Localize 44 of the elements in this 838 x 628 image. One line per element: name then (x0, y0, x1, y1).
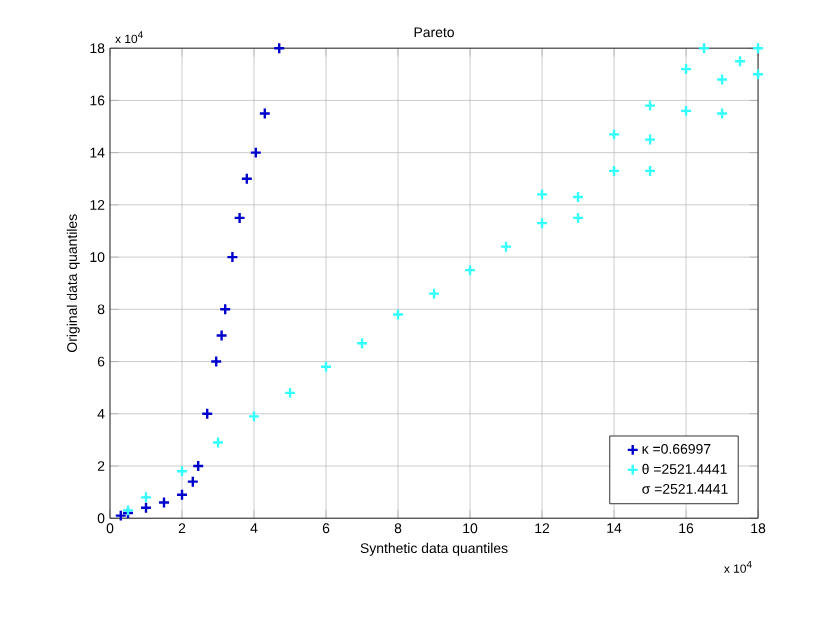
point (273, 41, 286, 55)
point (258, 107, 271, 120)
point (157, 496, 171, 509)
point (427, 287, 441, 300)
point (192, 459, 205, 473)
point (355, 336, 369, 350)
point (751, 68, 765, 81)
point (233, 211, 246, 225)
point (240, 172, 253, 185)
point (226, 250, 239, 264)
point (139, 501, 153, 514)
point (535, 188, 549, 201)
point (571, 190, 585, 204)
point (499, 240, 513, 253)
point (679, 104, 693, 117)
point (535, 216, 549, 230)
point (697, 41, 711, 55)
point (715, 107, 729, 120)
point (114, 509, 127, 522)
point (283, 386, 297, 399)
point (175, 464, 189, 478)
point (391, 308, 405, 321)
point (139, 491, 153, 504)
point (643, 133, 657, 146)
point (751, 41, 765, 55)
point (201, 407, 214, 420)
point (175, 488, 189, 501)
point (643, 164, 657, 178)
point (715, 73, 729, 86)
point (186, 475, 199, 488)
point (219, 303, 232, 316)
point (679, 62, 693, 76)
point (210, 355, 223, 368)
point (733, 54, 747, 68)
point (247, 410, 261, 423)
point (319, 360, 333, 373)
point (249, 146, 262, 159)
point (463, 263, 477, 277)
point (571, 211, 585, 225)
point (215, 329, 228, 342)
point (607, 128, 621, 141)
point (607, 164, 621, 178)
point (643, 99, 657, 112)
point (211, 436, 225, 449)
